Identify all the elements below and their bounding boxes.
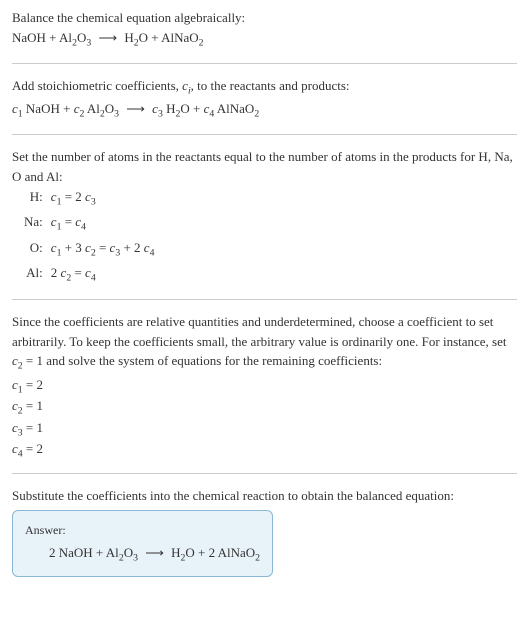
n: 4: [150, 247, 155, 258]
elem-label: Al:: [20, 262, 47, 287]
mid: =: [96, 240, 110, 255]
arrow-icon: ⟶: [145, 543, 164, 563]
n: 4: [81, 222, 86, 233]
elem-label: O:: [20, 237, 47, 262]
table-row: Al: 2 c2 = c4: [20, 262, 158, 287]
eq-mid2: O + AlNaO: [139, 30, 199, 45]
section-atom-balance: Set the number of atoms in the reactants…: [12, 147, 517, 287]
sp: O +: [180, 101, 203, 116]
section-balance-intro: Balance the chemical equation algebraica…: [12, 8, 517, 51]
table-row: Na: c1 = c4: [20, 211, 158, 236]
mid: =: [61, 214, 75, 229]
mid: = 2: [61, 189, 85, 204]
elem-eq: c1 = 2 c3: [47, 186, 159, 211]
section-stoichiometric: Add stoichiometric coefficients, ci, to …: [12, 76, 517, 122]
eq-a: 2 NaOH + Al: [49, 545, 119, 560]
sp: H: [163, 101, 176, 116]
sp: AlNaO: [214, 101, 254, 116]
elem-eq: c1 + 3 c2 = c3 + 2 c4: [47, 237, 159, 262]
coef-row: c2 = 1: [12, 397, 517, 418]
answer-label: Answer:: [25, 521, 260, 539]
sp: NaOH +: [23, 101, 74, 116]
text: , to the reactants and products:: [191, 78, 350, 93]
stoich-intro: Add stoichiometric coefficients, ci, to …: [12, 76, 517, 99]
coef-row: c1 = 2: [12, 376, 517, 397]
sp: Al: [84, 101, 100, 116]
n: 4: [91, 272, 96, 283]
sub: 3: [133, 552, 138, 563]
table-row: O: c1 + 3 c2 = c3 + 2 c4: [20, 237, 158, 262]
sub: 2: [255, 552, 260, 563]
arrow-icon: ⟶: [98, 28, 117, 48]
text: Since the coefficients are relative quan…: [12, 314, 507, 349]
sp: O: [105, 101, 114, 116]
section-answer: Substitute the coefficients into the che…: [12, 486, 517, 577]
divider: [12, 299, 517, 300]
mid: + 3: [61, 240, 85, 255]
sub: 3: [86, 37, 91, 48]
coef-row: c4 = 2: [12, 440, 517, 461]
divider: [12, 63, 517, 64]
eq-lhs: NaOH + Al: [12, 30, 72, 45]
eq: = 1: [23, 420, 43, 435]
sub: 2: [199, 37, 204, 48]
elem-label: H:: [20, 186, 47, 211]
coefficient-list: c1 = 2 c2 = 1 c3 = 1 c4 = 2: [12, 376, 517, 461]
atom-intro: Set the number of atoms in the reactants…: [12, 147, 517, 186]
n: 3: [91, 197, 96, 208]
atom-equations-table: H: c1 = 2 c3 Na: c1 = c4 O: c1 + 3 c2 = …: [20, 186, 158, 287]
balanced-equation: 2 NaOH + Al2O3 ⟶ H2O + 2 AlNaO2: [25, 543, 260, 566]
pre: 2: [51, 265, 61, 280]
eq-rhs: H: [124, 30, 133, 45]
elem-label: Na:: [20, 211, 47, 236]
answer-box: Answer: 2 NaOH + Al2O3 ⟶ H2O + 2 AlNaO2: [12, 510, 273, 577]
eq: = 2: [23, 377, 43, 392]
stoich-equation: c1 NaOH + c2 Al2O3 ⟶ c3 H2O + c4 AlNaO2: [12, 99, 517, 122]
sub: 2: [254, 109, 259, 120]
eq-mid: O: [77, 30, 86, 45]
eq-b: O: [124, 545, 133, 560]
mid: =: [71, 265, 85, 280]
section-solve: Since the coefficients are relative quan…: [12, 312, 517, 461]
text: = 1 and solve the system of equations fo…: [23, 353, 382, 368]
eq: = 2: [23, 441, 43, 456]
divider: [12, 134, 517, 135]
coef-row: c3 = 1: [12, 419, 517, 440]
elem-eq: c1 = c4: [47, 211, 159, 236]
answer-intro: Substitute the coefficients into the che…: [12, 486, 517, 506]
mid: + 2: [120, 240, 144, 255]
text: Add stoichiometric coefficients,: [12, 78, 182, 93]
elem-eq: 2 c2 = c4: [47, 262, 159, 287]
divider: [12, 473, 517, 474]
eq-d: O + 2 AlNaO: [185, 545, 255, 560]
arrow-icon: ⟶: [126, 99, 145, 119]
eq: = 1: [23, 398, 43, 413]
unbalanced-equation: NaOH + Al2O3 ⟶ H2O + AlNaO2: [12, 28, 517, 51]
balance-title: Balance the chemical equation algebraica…: [12, 8, 517, 28]
sub: 3: [114, 109, 119, 120]
solve-intro: Since the coefficients are relative quan…: [12, 312, 517, 374]
table-row: H: c1 = 2 c3: [20, 186, 158, 211]
